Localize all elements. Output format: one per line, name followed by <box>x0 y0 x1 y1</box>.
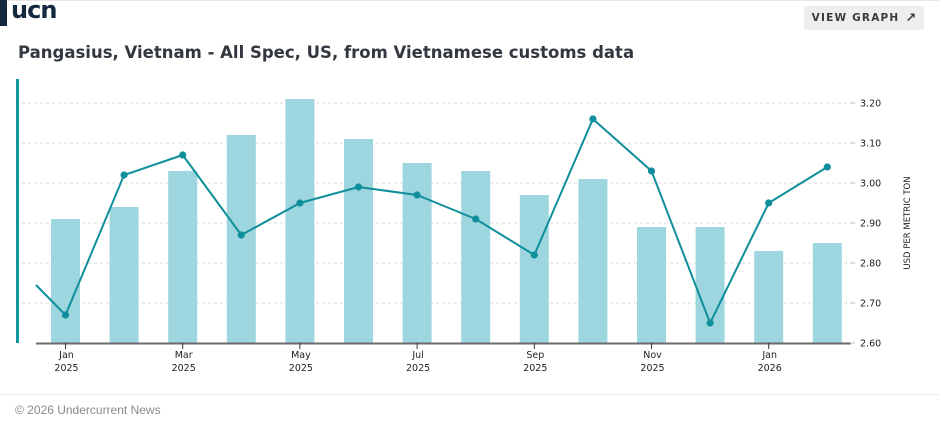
x-tick-label-year: 2025 <box>640 363 664 374</box>
y-tick-label: 2.90 <box>860 219 881 230</box>
copyright: © 2026 Undercurrent News <box>15 403 161 417</box>
line-series <box>35 115 831 327</box>
x-tick-label-year: 2025 <box>54 363 78 374</box>
x-tick-label-month: Sep <box>526 350 544 361</box>
x-tick-label-year: 2025 <box>406 363 430 374</box>
line-point[interactable] <box>765 199 773 207</box>
x-tick-label-year: 2025 <box>523 363 547 374</box>
bar[interactable] <box>109 207 139 343</box>
bar[interactable] <box>519 195 549 343</box>
x-tick-label-year: 2026 <box>758 363 782 374</box>
arrow-up-right-icon: ↗ <box>905 10 917 26</box>
y-axis: 3.20 3.10 3.00 2.90 2.80 2.70 2.60 <box>850 99 881 350</box>
line-point[interactable] <box>179 151 187 159</box>
bars <box>51 99 842 343</box>
line-point[interactable] <box>823 163 831 171</box>
line-point[interactable] <box>589 115 597 123</box>
y-tick-label: 3.00 <box>860 179 881 190</box>
bar[interactable] <box>344 139 373 343</box>
top-divider <box>0 0 939 1</box>
bar[interactable] <box>51 219 80 343</box>
line-point[interactable] <box>120 171 128 179</box>
bar[interactable] <box>754 251 784 343</box>
chart-title: Pangasius, Vietnam - All Spec, US, from … <box>18 43 635 62</box>
line-point[interactable] <box>647 167 656 175</box>
view-graph-label: VIEW GRAPH <box>811 12 900 24</box>
line-point[interactable] <box>296 199 304 207</box>
x-tick-label-month: Jul <box>411 350 423 361</box>
bar[interactable] <box>168 171 198 343</box>
y-tick-label: 3.20 <box>860 99 881 110</box>
x-tick-label-year: 2025 <box>172 363 196 374</box>
chart: Jan 2025 Mar 2025 May 2025 Jul 2025 Sep 2025 Nov 20… <box>22 99 913 374</box>
x-tick-label-month: Jan <box>58 350 74 361</box>
view-graph-button[interactable]: VIEW GRAPH ↗ <box>804 6 924 30</box>
ucn-logo[interactable]: ucn <box>11 0 57 24</box>
y-tick-label: 2.70 <box>860 299 881 310</box>
x-tick-label-month: Mar <box>175 350 193 361</box>
line-point[interactable] <box>61 311 70 319</box>
accent-bar <box>16 79 19 343</box>
line-point[interactable] <box>354 183 363 191</box>
y-tick-label: 2.60 <box>860 339 881 350</box>
x-tick-label-month: Nov <box>643 350 662 361</box>
bar[interactable] <box>812 243 842 343</box>
y-axis-label: USD PER METRIC TON <box>903 176 913 269</box>
footer-divider <box>0 394 939 395</box>
bar[interactable] <box>226 135 256 343</box>
bar[interactable] <box>402 163 432 343</box>
y-tick-label: 3.10 <box>860 139 881 150</box>
line-point[interactable] <box>706 319 714 327</box>
x-axis: Jan 2025 Mar 2025 May 2025 Jul 2025 Sep 2025 Nov 20… <box>36 342 851 374</box>
bar[interactable] <box>461 171 491 343</box>
y-tick-label: 2.80 <box>860 259 881 270</box>
line-point[interactable] <box>530 251 538 259</box>
bar[interactable] <box>578 179 608 343</box>
x-tick-label-month: Jan <box>761 350 777 361</box>
line-point[interactable] <box>472 215 480 223</box>
line-point[interactable] <box>237 231 245 239</box>
bar[interactable] <box>285 99 315 343</box>
logo-bar <box>0 0 7 26</box>
bar[interactable] <box>637 227 666 343</box>
x-tick-label-month: May <box>291 350 311 361</box>
x-tick-label-year: 2025 <box>289 363 313 374</box>
line-point[interactable] <box>413 191 421 199</box>
